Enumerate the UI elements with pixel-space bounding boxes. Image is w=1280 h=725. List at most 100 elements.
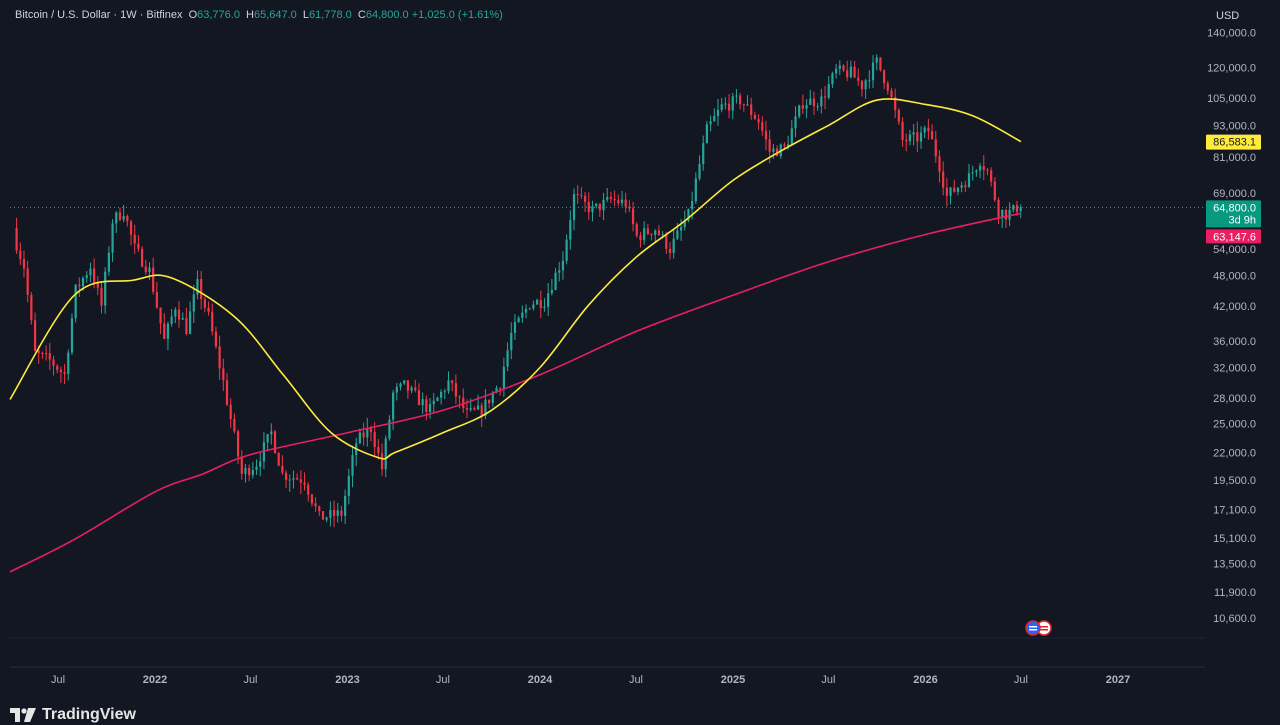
- candle-body: [211, 311, 214, 332]
- candle-body: [595, 203, 598, 206]
- candle-body: [535, 299, 539, 305]
- candle-body: [137, 243, 140, 249]
- candle-body: [668, 248, 672, 253]
- candle-body: [218, 346, 221, 369]
- candle-body: [499, 388, 502, 390]
- y-tick-label: 36,000.0: [1213, 336, 1256, 348]
- candle-body: [908, 134, 912, 142]
- candle-body: [886, 83, 889, 91]
- candle-body: [916, 132, 919, 142]
- low-value: 61,778.0: [308, 9, 352, 21]
- candle-body: [672, 238, 675, 253]
- candle-body: [716, 109, 720, 116]
- candle-body: [609, 196, 613, 199]
- candle-body: [462, 397, 465, 409]
- open-value: 63,776.0: [197, 9, 240, 21]
- candle-body: [33, 320, 37, 351]
- candle-body: [351, 455, 354, 476]
- candle-body: [528, 308, 531, 310]
- events-icon[interactable]: [1025, 620, 1052, 636]
- candle-body: [93, 268, 96, 284]
- currency-button[interactable]: USD: [1208, 6, 1266, 26]
- candle-body: [860, 80, 864, 90]
- candle-body: [81, 277, 85, 287]
- candle-body: [19, 250, 22, 259]
- candle-body: [709, 121, 712, 125]
- candle-body: [85, 275, 88, 278]
- candle-body: [30, 294, 33, 321]
- candle-body: [809, 98, 812, 105]
- candle-body: [443, 391, 446, 393]
- candle-body: [251, 469, 254, 476]
- candle-body: [919, 132, 923, 142]
- candle-body: [122, 216, 125, 220]
- candle-body: [580, 194, 583, 196]
- candle-body: [787, 144, 790, 147]
- price-axis: 140,000.0 120,000.0 105,000.0 93,000.0 81,00…: [1207, 28, 1256, 626]
- candle-body: [971, 172, 974, 174]
- candle-body: [550, 289, 553, 294]
- candle-body: [473, 408, 476, 410]
- y-tick-label: 42,000.0: [1213, 301, 1256, 313]
- candle-body: [720, 104, 723, 110]
- candle-body: [344, 495, 347, 516]
- candle-body: [89, 268, 92, 276]
- candle-body: [691, 201, 694, 209]
- candle-body: [1008, 209, 1011, 220]
- candle-body: [713, 115, 716, 122]
- candle-body: [188, 311, 192, 334]
- tradingview-logo[interactable]: TradingView: [10, 705, 136, 725]
- candle-body: [930, 131, 934, 140]
- candle-body: [185, 318, 188, 334]
- candle-body: [270, 431, 273, 435]
- candle-body: [152, 267, 155, 292]
- candle-body: [177, 309, 181, 320]
- candle-body: [458, 396, 461, 398]
- candle-body: [879, 57, 882, 71]
- candle-body: [838, 65, 841, 69]
- candle-body: [990, 170, 993, 182]
- candle-body: [565, 239, 568, 261]
- candle-body: [288, 479, 291, 481]
- tradingview-logo-icon: [10, 708, 36, 722]
- candle-body: [679, 227, 683, 231]
- candle-body: [115, 212, 118, 224]
- candle-body: [683, 221, 686, 228]
- candle-body: [233, 418, 236, 432]
- candle-body: [107, 252, 110, 272]
- candle-body: [731, 96, 734, 111]
- x-tick-label: 2024: [528, 674, 553, 686]
- candle-body: [798, 105, 801, 117]
- candle-body: [953, 187, 956, 192]
- y-tick-label: 10,600.0: [1213, 613, 1256, 625]
- candle-body: [964, 185, 967, 188]
- candle-body: [624, 199, 627, 207]
- candle-body: [484, 399, 487, 417]
- x-tick-label: Jul: [1014, 674, 1028, 686]
- candle-body: [451, 380, 454, 384]
- candle-body: [539, 299, 542, 309]
- price-chart[interactable]: 140,000.0 120,000.0 105,000.0 93,000.0 81,00…: [0, 0, 1280, 700]
- candle-body: [63, 372, 66, 374]
- close-value: 64,800.0: [365, 9, 409, 21]
- candle-body: [41, 352, 44, 354]
- candle-body: [816, 106, 819, 108]
- candle-body: [403, 380, 406, 384]
- candle-body: [554, 272, 557, 290]
- candle-body: [380, 453, 384, 470]
- candle-body: [805, 104, 808, 109]
- candle-body: [414, 387, 417, 391]
- candle-body: [284, 472, 288, 481]
- candle-body: [399, 383, 402, 387]
- candle-body: [897, 109, 900, 122]
- candle-body: [761, 122, 764, 131]
- candle-body: [296, 478, 299, 480]
- high-label: H: [246, 9, 254, 21]
- y-tick-label: 32,000.0: [1213, 362, 1256, 374]
- candle-body: [310, 494, 314, 504]
- candle-body: [469, 408, 472, 410]
- candle-body: [790, 128, 793, 145]
- y-tick-label: 48,000.0: [1213, 270, 1256, 282]
- symbol-title[interactable]: Bitcoin / U.S. Dollar · 1W · Bitfinex: [15, 9, 183, 21]
- candle-body: [100, 287, 103, 306]
